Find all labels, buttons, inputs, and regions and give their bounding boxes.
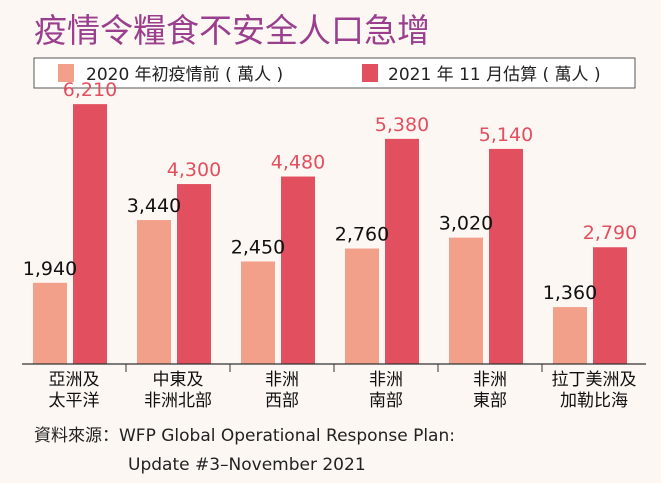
bar-2021-1 bbox=[177, 184, 211, 364]
bar-2020-0 bbox=[33, 282, 67, 364]
value-label-2021-0: 6,210 bbox=[63, 79, 117, 101]
source-line-1: 資料來源：WFP Global Operational Response Pla… bbox=[34, 426, 455, 446]
value-label-2020-5: 1,360 bbox=[543, 282, 597, 304]
category-label-2-0: 非洲 bbox=[265, 370, 299, 390]
source-line-2: Update #3–November 2021 bbox=[128, 455, 366, 475]
category-label-0-0: 亞洲及 bbox=[49, 370, 100, 390]
category-label-5-1: 加勒比海 bbox=[560, 391, 628, 411]
chart-title: 疫情令糧食不安全人口急增 bbox=[34, 11, 430, 50]
bar-2020-5 bbox=[553, 307, 587, 364]
category-label-3-1: 南部 bbox=[369, 391, 403, 411]
axes-group bbox=[22, 363, 646, 372]
category-label-1-0: 中東及 bbox=[153, 370, 204, 390]
bar-2021-2 bbox=[281, 176, 315, 364]
category-label-4-0: 非洲 bbox=[473, 370, 507, 390]
bar-2020-4 bbox=[449, 237, 483, 364]
legend-swatch-2020 bbox=[58, 64, 74, 82]
bar-2020-2 bbox=[241, 261, 275, 364]
category-label-2-1: 西部 bbox=[265, 391, 299, 411]
value-label-2021-2: 4,480 bbox=[271, 152, 325, 174]
bar-2021-3 bbox=[385, 138, 419, 364]
bar-2021-4 bbox=[489, 148, 523, 364]
category-label-3-0: 非洲 bbox=[369, 370, 403, 390]
value-label-2020-0: 1,940 bbox=[23, 258, 77, 280]
value-label-2021-5: 2,790 bbox=[583, 222, 637, 244]
value-label-2020-4: 3,020 bbox=[439, 213, 493, 235]
category-label-4-1: 東部 bbox=[473, 391, 507, 411]
legend-swatch-2021 bbox=[362, 64, 378, 82]
category-label-1-1: 非洲北部 bbox=[144, 391, 212, 411]
value-label-2021-3: 5,380 bbox=[375, 114, 429, 136]
value-label-2020-1: 3,440 bbox=[127, 195, 181, 217]
bar-2020-1 bbox=[137, 220, 171, 364]
bar-2021-5 bbox=[593, 247, 627, 364]
category-label-5-0: 拉丁美洲及 bbox=[552, 370, 637, 390]
bar-2021-0 bbox=[73, 104, 107, 365]
value-label-2021-4: 5,140 bbox=[479, 124, 533, 146]
value-label-2020-2: 2,450 bbox=[231, 236, 285, 258]
bar-2020-3 bbox=[345, 248, 379, 364]
value-labels-group: 1,940 6,210 3,440 4,300 2,450 4,480 2,760 5,380… bbox=[23, 79, 637, 304]
legend-label-2021: 2021 年 11 月估算 ( 萬人 ) bbox=[388, 65, 601, 85]
legend-label-2020: 2020 年初疫情前 ( 萬人 ) bbox=[86, 65, 283, 85]
value-label-2021-1: 4,300 bbox=[167, 159, 221, 181]
legend-box bbox=[33, 57, 636, 89]
value-label-2020-3: 2,760 bbox=[335, 224, 389, 246]
bars-group bbox=[33, 104, 627, 365]
category-label-0-1: 太平洋 bbox=[49, 391, 100, 411]
